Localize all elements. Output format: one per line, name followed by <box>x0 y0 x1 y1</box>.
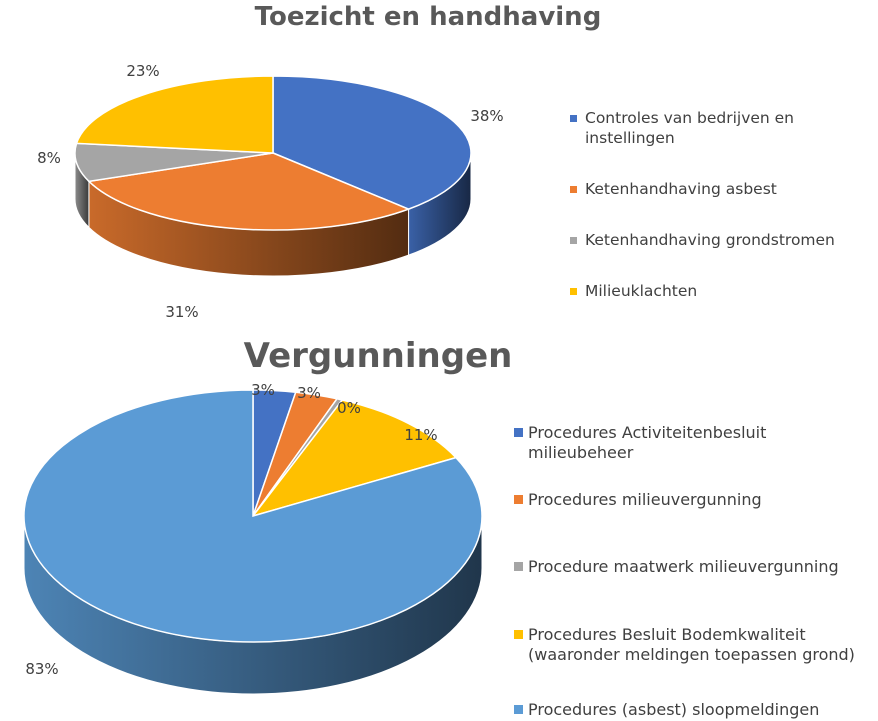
pie-slice-1 <box>87 152 411 231</box>
data-label-0: 3% <box>251 381 275 399</box>
legend-swatch <box>570 115 577 122</box>
legend-vergunningen: Procedures Activiteitenbesluit milieubeh… <box>514 423 874 720</box>
pie-slice-2 <box>74 142 274 183</box>
legend-item: Ketenhandhaving grondstromen <box>570 230 870 250</box>
legend-label: Ketenhandhaving asbest <box>585 180 777 198</box>
data-label-4: 83% <box>25 660 58 678</box>
legend-label: Procedures (asbest) sloopmeldingen <box>528 700 820 719</box>
legend-label: Procedures Activiteitenbesluit milieubeh… <box>528 423 767 462</box>
legend-item: Procedure maatwerk milieuvergunning <box>514 557 874 577</box>
legend-item: Milieuklachten <box>570 281 870 301</box>
legend-swatch <box>514 428 523 437</box>
chart-title-toezicht: Toezicht en handhaving <box>254 2 602 32</box>
data-label-3: 11% <box>404 426 437 444</box>
legend-item: Procedures (asbest) sloopmeldingen <box>514 700 874 720</box>
legend-item: Procedures Activiteitenbesluit milieubeh… <box>514 423 874 463</box>
pie-slice-3 <box>75 75 274 154</box>
legend-item: Controles van bedrijven en instellingen <box>570 108 870 148</box>
legend-swatch <box>514 705 523 714</box>
legend-item: Procedures Besluit Bodemkwaliteit (waaro… <box>514 625 874 665</box>
pie-slice-0 <box>272 75 472 210</box>
chart-title-vergunningen: Vergunningen <box>243 336 513 376</box>
legend-label: Ketenhandhaving grondstromen <box>585 231 835 249</box>
pie-slice-4 <box>23 389 483 643</box>
legend-item: Ketenhandhaving asbest <box>570 179 870 199</box>
legend-label: Milieuklachten <box>585 282 698 300</box>
legend-label: Controles van bedrijven en instellingen <box>585 109 795 147</box>
data-label-2: 0% <box>337 399 361 417</box>
pie-slice-3 <box>251 399 458 518</box>
legend-swatch <box>570 186 577 193</box>
legend-label: Procedures milieuvergunning <box>528 490 762 509</box>
legend-toezicht: Controles van bedrijven en instellingen K… <box>570 98 870 301</box>
legend-swatch <box>570 237 577 244</box>
data-label-0: 38% <box>470 107 503 125</box>
legend-swatch <box>570 288 577 295</box>
legend-swatch <box>514 630 523 639</box>
legend-swatch <box>514 495 523 504</box>
legend-label: Procedures Besluit Bodemkwaliteit (waaro… <box>528 625 855 664</box>
legend-swatch <box>514 562 523 571</box>
data-label-2: 8% <box>37 149 61 167</box>
data-label-1: 3% <box>297 384 321 402</box>
data-label-3: 23% <box>126 62 159 80</box>
data-label-1: 31% <box>165 303 198 321</box>
legend-label: Procedure maatwerk milieuvergunning <box>528 557 839 576</box>
legend-item: Procedures milieuvergunning <box>514 490 874 510</box>
